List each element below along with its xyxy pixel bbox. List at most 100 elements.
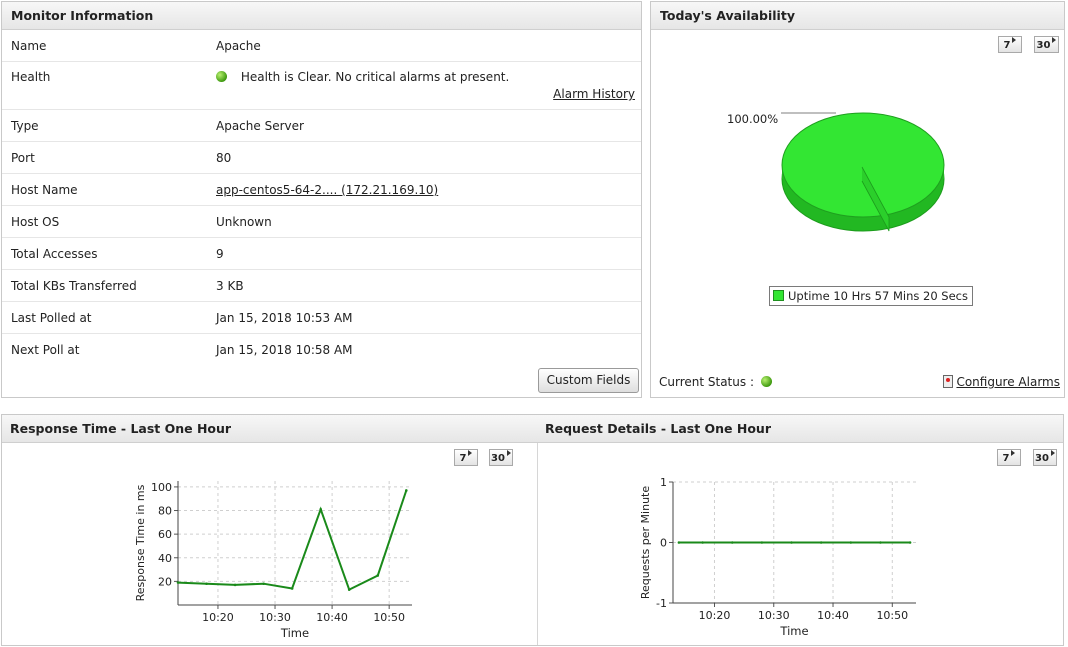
pie-legend: Uptime 10 Hrs 57 Mins 20 Secs	[769, 286, 973, 306]
request-period-30-button[interactable]: 30	[1033, 449, 1057, 466]
period-7-days-button[interactable]: 7	[998, 36, 1022, 53]
data-point	[404, 489, 408, 492]
x-axis-label: Time	[280, 626, 309, 640]
request-details-title: Request Details - Last One Hour	[545, 421, 771, 436]
data-point	[176, 581, 180, 584]
availability-pie-chart: 100.00%	[727, 112, 945, 232]
legend-label: Uptime 10 Hrs 57 Mins 20 Secs	[788, 289, 968, 303]
monitor-information-panel: Monitor Information Name Apache Health H…	[1, 1, 642, 398]
health-text: Health is Clear. No critical alarms at p…	[240, 70, 510, 84]
x-tick-label: 10:30	[259, 611, 291, 624]
performance-panel: Response Time - Last One Hour Request De…	[1, 414, 1064, 646]
legend-swatch	[773, 290, 784, 301]
row-value: 3 KB	[216, 279, 244, 293]
row-label: Last Polled at	[11, 311, 92, 325]
x-tick-label: 10:50	[876, 609, 908, 622]
data-point	[290, 587, 294, 590]
data-point	[319, 508, 322, 511]
row-label: Health	[11, 70, 51, 84]
status-ok-icon	[760, 376, 772, 387]
response-period-7-button[interactable]: 7	[454, 449, 478, 466]
row-label: Next Poll at	[11, 343, 80, 357]
response-time-title: Response Time - Last One Hour	[10, 421, 232, 436]
period-30-days-button[interactable]: 30	[1034, 36, 1059, 53]
row-label: Total KBs Transferred	[11, 279, 137, 293]
row-label: Name	[11, 39, 47, 53]
row-next-poll: Next Poll at Jan 15, 2018 10:58 AM	[2, 334, 641, 366]
row-value: 9	[216, 247, 224, 261]
pie-seam	[861, 166, 890, 232]
row-value: 80	[216, 151, 232, 165]
data-point	[730, 541, 734, 544]
data-point	[677, 541, 681, 544]
data-point	[262, 582, 265, 586]
x-tick-label: 10:40	[817, 609, 849, 622]
data-point	[205, 582, 208, 586]
health-clear-icon	[216, 71, 227, 82]
data-point	[908, 541, 912, 544]
custom-fields-button[interactable]: Custom Fields	[538, 368, 639, 393]
y-axis-label: Response Time in ms	[134, 484, 147, 601]
x-tick-label: 10:30	[758, 609, 790, 622]
row-name: Name Apache	[2, 30, 641, 62]
x-tick-label: 10:20	[202, 611, 234, 624]
y-tick-label: 1	[660, 476, 667, 489]
host-name-link[interactable]: app-centos5-64-2.... (172.21.169.10)	[216, 183, 439, 197]
row-total-accesses: Total Accesses 9	[2, 238, 641, 270]
x-tick-label: 10:20	[699, 609, 731, 622]
x-tick-label: 10:50	[373, 611, 405, 624]
data-point	[819, 541, 823, 544]
response-period-30-button[interactable]: 30	[489, 449, 513, 466]
y-tick-label: 60	[158, 528, 172, 541]
availability-panel: Today's Availability 7 30 100.00% Uptime…	[650, 1, 1065, 398]
row-value: Unknown	[216, 215, 272, 229]
x-tick-label: 10:40	[316, 611, 348, 624]
data-point	[790, 541, 793, 544]
pie-data-label: 100.00%	[727, 112, 778, 126]
request-period-7-button[interactable]: 7	[997, 449, 1021, 466]
row-label: Type	[11, 119, 39, 133]
row-total-kbs: Total KBs Transferred 3 KB	[2, 270, 641, 302]
configure-alarms-link[interactable]: Configure Alarms	[956, 375, 1060, 389]
row-host-name: Host Name app-centos5-64-2.... (172.21.1…	[2, 174, 641, 206]
row-port: Port 80	[2, 142, 641, 174]
row-label: Host OS	[11, 215, 60, 229]
data-point	[879, 541, 882, 544]
row-label: Total Accesses	[11, 247, 98, 261]
configure-alarms[interactable]: Configure Alarms	[942, 375, 1060, 389]
row-type: Type Apache Server	[2, 110, 641, 142]
y-tick-label: 80	[158, 505, 172, 518]
health-value: Health is Clear. No critical alarms at p…	[216, 70, 509, 84]
row-last-polled: Last Polled at Jan 15, 2018 10:53 AM	[2, 302, 641, 334]
y-tick-label: 100	[151, 481, 172, 494]
row-value: Jan 15, 2018 10:53 AM	[216, 311, 353, 325]
y-tick-label: 40	[158, 552, 172, 565]
y-tick-label: 20	[158, 575, 172, 588]
data-point	[233, 583, 237, 587]
alarm-history-link[interactable]: Alarm History	[553, 87, 635, 101]
series-line	[177, 490, 408, 591]
pie-slice-uptime	[781, 112, 945, 218]
row-label: Port	[11, 151, 35, 165]
y-tick-label: -1	[656, 597, 667, 610]
y-tick-label: 0	[660, 537, 667, 550]
availability-title: Today's Availability	[651, 2, 1064, 30]
traffic-light-icon	[942, 375, 953, 388]
row-health: Health Health is Clear. No critical alar…	[2, 62, 641, 110]
request-details-chart: 10:20 10:30 10:40 10:50 -1 0 1 Time Requests per…	[639, 476, 916, 638]
data-point	[376, 574, 380, 577]
x-axis-label: Time	[779, 624, 808, 638]
row-host-os: Host OS Unknown	[2, 206, 641, 238]
data-point	[701, 541, 704, 544]
current-status-label: Current Status :	[659, 375, 754, 389]
response-time-chart: 10:20 10:30 10:40 10:50 20 40 60 80 100 Time Respo…	[134, 481, 412, 640]
performance-header: Response Time - Last One Hour Request De…	[2, 415, 1063, 443]
row-label: Host Name	[11, 183, 78, 197]
data-point	[849, 541, 853, 544]
row-value: Jan 15, 2018 10:58 AM	[216, 343, 353, 357]
data-point	[760, 541, 764, 544]
row-value: Apache Server	[216, 119, 304, 133]
panel-divider	[537, 443, 538, 645]
monitor-information-title: Monitor Information	[2, 2, 641, 30]
current-status: Current Status :	[659, 375, 772, 389]
